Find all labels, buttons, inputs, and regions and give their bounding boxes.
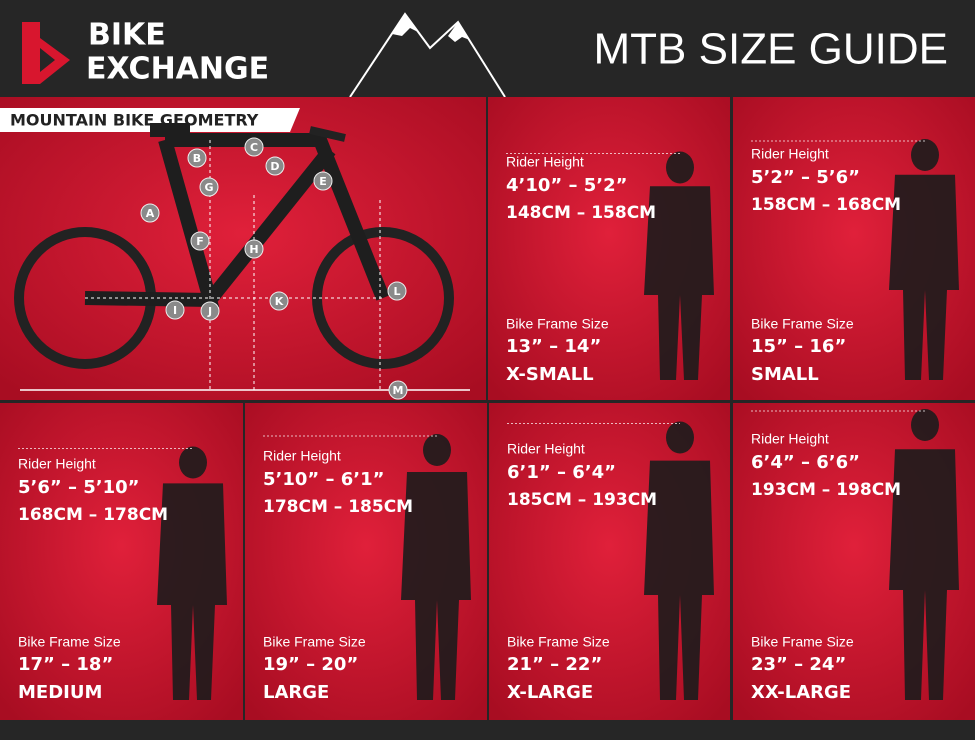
frame-size-label: Bike Frame Size [507,634,610,650]
size-name: LARGE [263,682,329,703]
rider-silhouette [644,151,714,380]
height-metric: 185CM – 193CM [507,490,657,510]
size-card: Rider Height 4’10” – 5’2” 148CM – 158CM Bik… [488,97,730,400]
geometry-label: K [275,295,284,308]
rider-height-label: Rider Height [263,448,341,464]
geometry-marker [313,171,333,191]
size-card: Rider Height 6’4” – 6’6” 193CM – 198CM Bike… [733,403,975,720]
frame-size: 19” – 20” [263,654,358,675]
frame-size-label: Bike Frame Size [18,634,121,650]
frame-size: 17” – 18” [18,654,113,675]
rider-silhouette [889,139,959,380]
geometry-label: C [250,141,258,154]
rider-silhouette [644,421,714,700]
height-metric: 193CM – 198CM [751,480,901,500]
frame-size-label: Bike Frame Size [751,316,854,332]
frame-size: 13” – 14” [506,336,601,357]
frame-size-label: Bike Frame Size [263,634,366,650]
size-card: Rider Height 5’6” – 5’10” 168CM – 178CM Bik… [0,403,243,720]
size-name: MEDIUM [18,682,102,703]
mountains [349,12,506,98]
geometry-marker [199,177,219,197]
geometry-label: H [249,243,258,256]
geometry-marker [244,137,264,157]
height-imperial: 6’1” – 6’4” [507,462,616,483]
height-metric: 178CM – 185CM [263,497,413,517]
frame-size-label: Bike Frame Size [506,316,609,332]
rider-silhouette [157,446,227,700]
height-metric: 158CM – 168CM [751,195,901,215]
geometry-marker [187,148,207,168]
snow-caps [392,14,470,42]
geometry-marker [388,380,408,400]
rider-height-label: Rider Height [506,154,584,170]
geometry-marker [190,231,210,251]
geometry-label: A [146,207,155,220]
geometry-label: D [270,160,279,173]
size-card: Rider Height 5’10” – 6’1” 178CM – 185CM Bik… [245,403,487,720]
geometry-marker [244,239,264,259]
size-name: X-LARGE [507,682,593,703]
geometry-marker [387,281,407,301]
size-card: Rider Height 5’2” – 5’6” 158CM – 168CM Bike… [733,97,975,400]
size-name: X-SMALL [506,364,594,385]
rider-silhouette [889,409,959,700]
geometry-label: E [319,175,327,188]
geometry-marker [165,300,185,320]
geometry-marker [265,156,285,176]
geometry-label: G [204,181,213,194]
rider-height-label: Rider Height [507,441,585,457]
bike [14,123,470,391]
size-card: Rider Height 6’1” – 6’4” 185CM – 193CM Bike… [489,403,730,720]
height-imperial: 4’10” – 5’2” [506,175,628,196]
height-metric: 148CM – 158CM [506,203,656,223]
geometry-label: L [393,285,400,298]
brand-line: EXCHANGE [86,52,269,87]
height-imperial: 6’4” – 6’6” [751,452,860,473]
rider-silhouette [401,434,471,700]
size-name: SMALL [751,364,819,385]
page-title: MTB SIZE GUIDE [594,25,948,74]
geometry-label: J [207,305,212,318]
frame-size-label: Bike Frame Size [751,634,854,650]
rider-height-label: Rider Height [751,146,829,162]
geometry-label: B [193,152,201,165]
height-imperial: 5’6” – 5’10” [18,477,140,498]
geometry-marker [269,291,289,311]
height-imperial: 5’10” – 6’1” [263,469,385,490]
rider-height-label: Rider Height [18,456,96,472]
logo-cut [40,48,55,72]
geometry-marker [200,301,220,321]
height-imperial: 5’2” – 5’6” [751,167,860,188]
geometry-marker [140,203,160,223]
geometry-banner [0,108,300,132]
height-metric: 168CM – 178CM [18,505,168,525]
rider-height-label: Rider Height [751,431,829,447]
brand-line: BIKE [88,18,166,53]
frame-size: 21” – 22” [507,654,602,675]
geometry-label: F [196,235,204,248]
size-name: XX-LARGE [751,682,851,703]
geometry-label: M [393,384,404,397]
footer-band [0,720,975,740]
frame-size: 23” – 24” [751,654,846,675]
geometry-title: MOUNTAIN BIKE GEOMETRY [10,111,259,130]
geometry-label: I [173,304,177,317]
frame-size: 15” – 16” [751,336,846,357]
